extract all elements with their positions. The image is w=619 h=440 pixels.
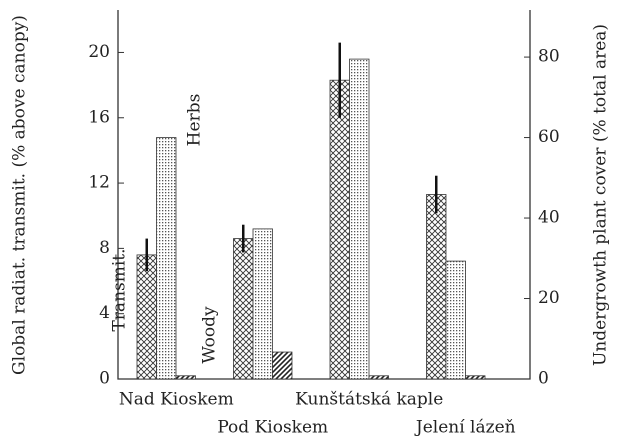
bar [156,137,177,380]
bar [368,375,389,380]
bar [136,254,157,380]
y2-tick-label: 20 [538,288,560,308]
x-tick-label: Kunštátská kaple [295,390,443,410]
series-label: Herbs [185,94,205,147]
bar [252,228,273,380]
bar [349,58,370,380]
y-tick-label: 4 [99,303,110,323]
series-label: Woody [200,306,220,364]
y-tick-label: 20 [88,42,110,62]
bar [445,260,466,380]
bar [272,351,293,380]
bar [233,238,254,380]
bar [329,79,350,380]
y-axis-label: Global radiat. transmit. (% above canopy… [10,15,30,375]
bar [175,375,196,380]
axes [117,10,531,380]
x-tick-label: Pod Kioskem [217,418,328,438]
bar [426,194,447,380]
y-tick-label: 16 [88,107,110,127]
x-tick-label: Jelení lázeň [414,418,516,438]
y-tick-label: 8 [99,238,110,258]
series-label: Transmit. [110,248,130,331]
y2-tick-label: 0 [538,369,549,389]
y2-tick-label: 80 [538,47,560,67]
y2-tick-label: 60 [538,127,560,147]
y2-tick-label: 40 [538,208,560,228]
y-tick-label: 0 [99,369,110,389]
y2-axis-label: Undergrowth plant cover (% total area) [591,24,611,366]
y-tick-label: 12 [88,173,110,193]
bar [465,375,486,380]
x-tick-label: Nad Kioskem [119,390,234,410]
